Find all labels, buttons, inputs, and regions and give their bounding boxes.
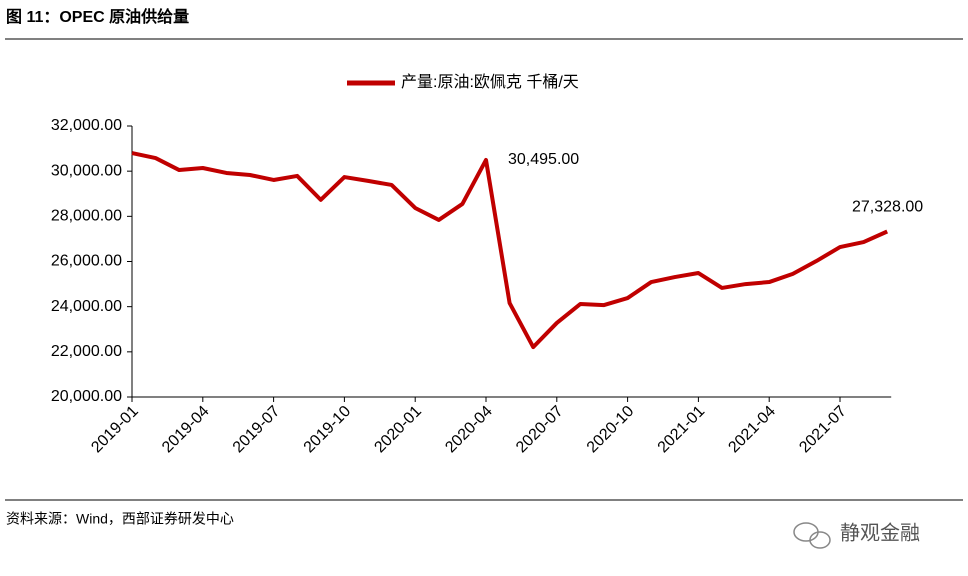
series-line	[131, 151, 889, 350]
y-tick-label: 32,000.00	[51, 117, 122, 134]
legend-label: 产量:原油:欧佩克 千桶/天	[401, 73, 579, 91]
data-label: 30,495.00	[508, 151, 579, 168]
x-tick-label: 2020-04	[442, 403, 496, 457]
x-tick-label: 2021-04	[725, 403, 779, 457]
y-tick-label: 20,000.00	[51, 388, 122, 405]
watermark-icon	[793, 522, 831, 549]
x-tick-label: 2019-10	[301, 403, 355, 457]
x-tick-label: 2019-01	[88, 403, 142, 457]
y-tick-label: 22,000.00	[51, 343, 122, 360]
x-tick-label: 2020-10	[584, 403, 638, 457]
y-tick-label: 24,000.00	[51, 298, 122, 315]
x-tick-label: 2021-01	[655, 403, 709, 457]
source-note: 资料来源：Wind，西部证券研发中心	[6, 511, 234, 527]
y-tick-label: 28,000.00	[51, 208, 122, 225]
x-tick-label: 2019-07	[230, 403, 284, 457]
y-tick-label: 26,000.00	[51, 253, 122, 270]
watermark: 静观金融	[840, 521, 920, 544]
y-tick-label: 30,000.00	[51, 162, 122, 179]
data-label: 27,328.00	[852, 199, 923, 216]
chart-title: 图 11：OPEC 原油供给量	[6, 7, 189, 26]
x-tick-label: 2019-04	[159, 403, 213, 457]
x-tick-label: 2021-07	[796, 403, 850, 457]
x-tick-label: 2020-01	[371, 403, 425, 457]
x-tick-label: 2020-07	[513, 403, 567, 457]
